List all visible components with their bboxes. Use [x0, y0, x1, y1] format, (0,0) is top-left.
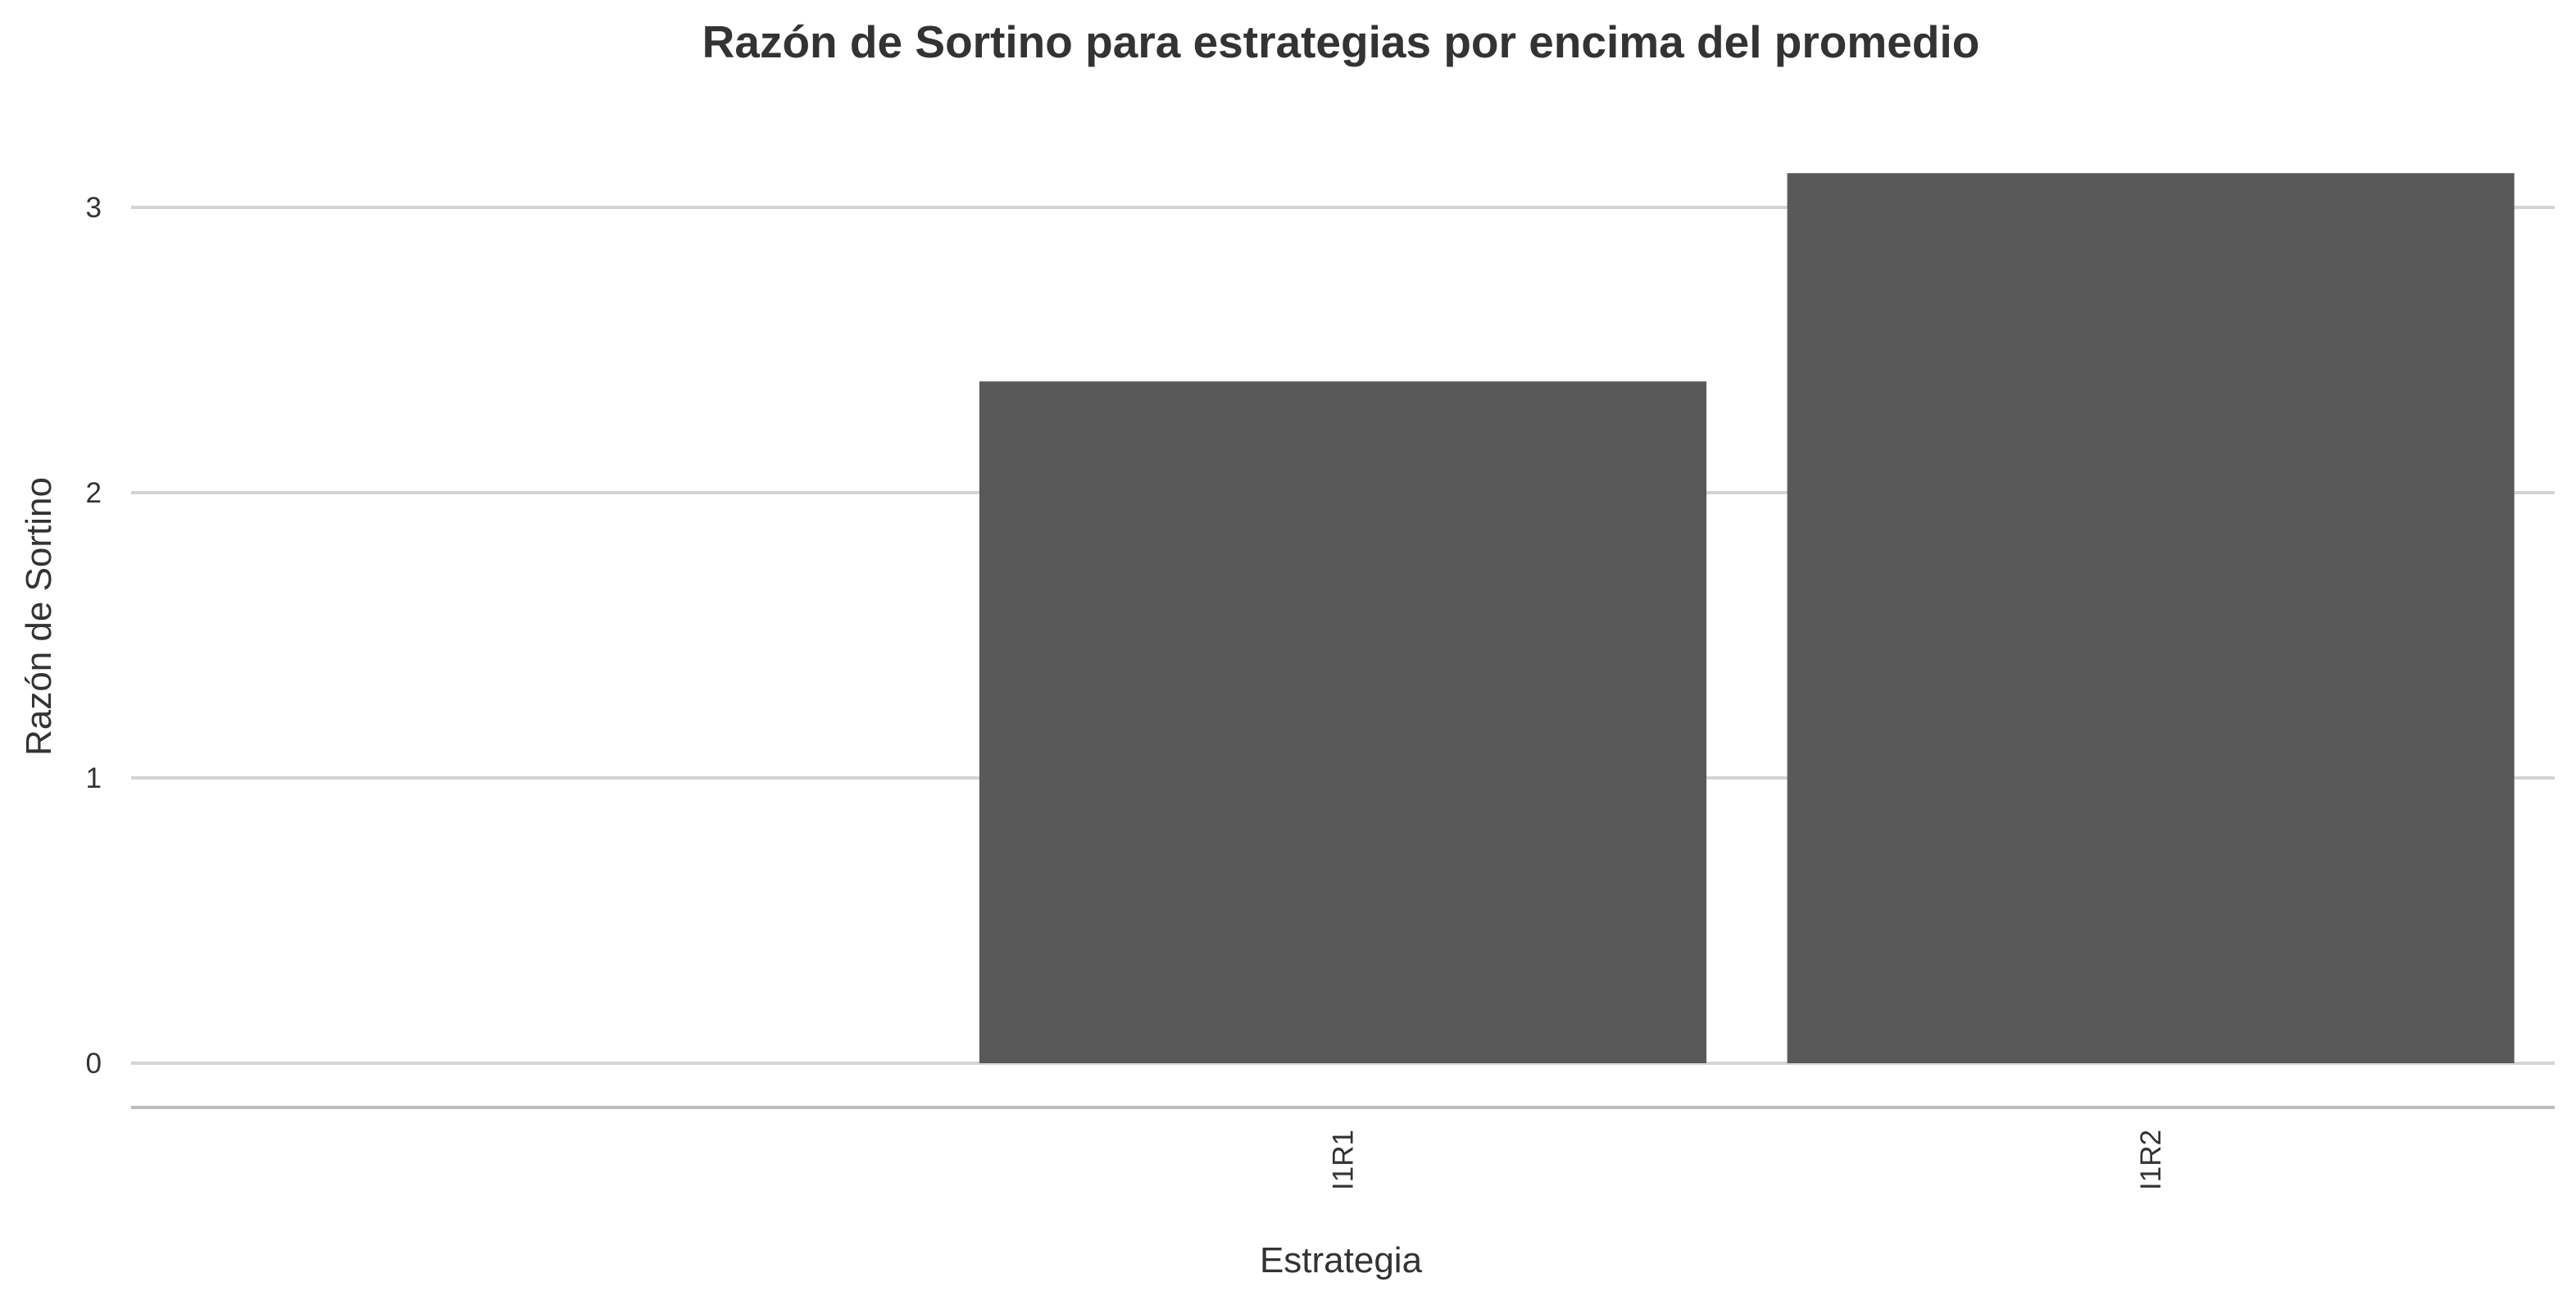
y-axis-title: Razón de Sortino: [19, 477, 59, 756]
y-tick-label: 3: [86, 192, 102, 224]
x-tick-label: I1R1: [1328, 1130, 1360, 1190]
y-tick-label: 2: [86, 477, 102, 509]
y-tick-label: 0: [86, 1048, 102, 1080]
chart-title: Razón de Sortino para estrategias por en…: [702, 16, 1980, 67]
bar-i1r1: [979, 381, 1707, 1063]
y-tick-labels: 0 1 2 3: [86, 192, 102, 1080]
x-tick-labels: I1R1 I1R2: [1328, 1130, 2168, 1190]
x-axis-title: Estrategia: [1260, 1240, 1423, 1280]
bars: [979, 173, 2515, 1064]
y-tick-label: 1: [86, 762, 102, 794]
x-tick-label: I1R2: [2135, 1130, 2167, 1190]
bar-i1r2: [1787, 173, 2515, 1064]
